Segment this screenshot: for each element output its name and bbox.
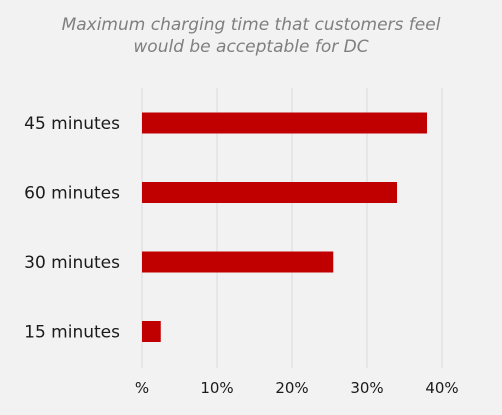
category-label-45-minutes: 45 minutes (24, 114, 120, 134)
x-tick-label-4: 40% (425, 379, 458, 397)
bars (142, 112, 427, 342)
x-tick-label-1: 10% (200, 379, 233, 397)
bar-15-minutes (142, 321, 161, 342)
x-axis-tick-labels: % 10% 20% 30% 40% (135, 379, 459, 397)
category-labels: 45 minutes 60 minutes 30 minutes 15 minutes (24, 114, 120, 343)
x-tick-label-2: 20% (275, 379, 308, 397)
chart-title: Maximum charging time that customers fee… (62, 15, 441, 57)
x-tick-label-0: % (135, 379, 149, 397)
category-label-30-minutes: 30 minutes (24, 253, 120, 273)
chart-title-line-1: Maximum charging time that customers fee… (62, 15, 441, 35)
category-label-60-minutes: 60 minutes (24, 184, 120, 204)
category-label-15-minutes: 15 minutes (24, 323, 120, 343)
chart-title-line-2: would be acceptable for DC (133, 37, 368, 57)
bar-45-minutes (142, 112, 427, 134)
bar-60-minutes (142, 182, 397, 203)
x-tick-label-3: 30% (350, 379, 383, 397)
bar-30-minutes (142, 251, 334, 273)
